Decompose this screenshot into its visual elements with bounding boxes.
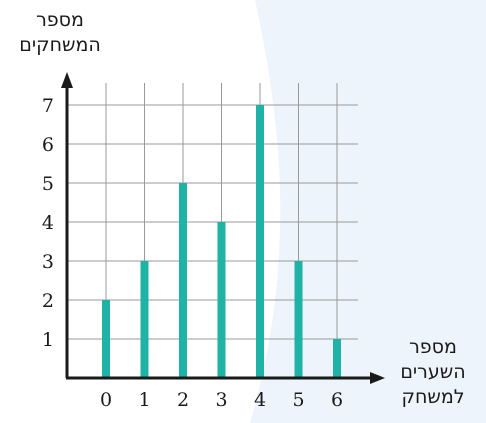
x-axis-label-line: השערים <box>400 361 466 383</box>
y-tick-label: 4 <box>42 212 54 234</box>
x-axis-arrow <box>370 372 385 384</box>
x-tick-label: 5 <box>292 389 304 411</box>
y-axis-label-line: המשחקים <box>19 34 101 56</box>
x-tick-label: 3 <box>215 389 227 411</box>
x-tick-labels: 0 1 2 3 4 5 6 <box>100 389 343 411</box>
y-tick-label: 6 <box>42 134 54 156</box>
y-axis-label: מספר המשחקים <box>4 8 116 58</box>
bar <box>102 300 110 378</box>
x-tick-label: 4 <box>254 389 266 411</box>
bar <box>140 261 149 378</box>
y-axis-arrow <box>61 72 73 88</box>
y-tick-labels: 1 2 3 4 5 6 7 <box>42 95 54 351</box>
bar <box>256 105 264 378</box>
bars <box>102 105 341 378</box>
bar <box>217 222 226 378</box>
y-tick-label: 7 <box>42 95 54 117</box>
background-curve <box>250 0 486 423</box>
x-axis-label-line: מספר <box>409 336 457 358</box>
axes <box>61 72 385 384</box>
y-tick-label: 1 <box>42 329 54 351</box>
x-tick-label: 0 <box>100 389 112 411</box>
x-tick-label: 1 <box>138 389 150 411</box>
y-tick-label: 3 <box>42 251 54 273</box>
y-tick-label: 2 <box>42 290 54 312</box>
bar <box>179 183 187 378</box>
x-tick-label: 6 <box>331 389 343 411</box>
x-axis-label-line: למשחק <box>401 386 465 408</box>
x-axis-label: מספר השערים למשחק <box>384 335 482 410</box>
y-tick-label: 5 <box>42 173 54 195</box>
bar <box>333 339 341 378</box>
x-tick-label: 2 <box>177 389 189 411</box>
bar <box>294 261 303 378</box>
y-axis-label-line: מספר <box>36 9 84 31</box>
